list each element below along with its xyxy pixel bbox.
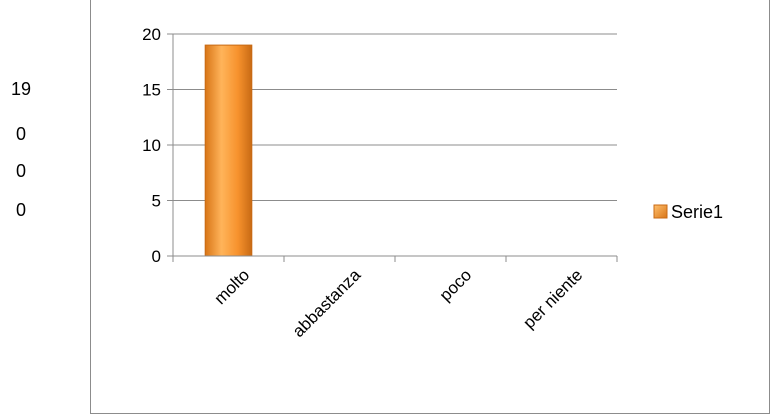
side-value: 0 <box>15 124 26 144</box>
y-tick-label: 20 <box>142 25 161 44</box>
y-tick-label: 5 <box>152 192 161 211</box>
bar-molto <box>204 44 253 257</box>
side-value: 0 <box>15 200 26 220</box>
x-tick-label: per niente <box>519 265 586 332</box>
side-values-column: 19 0 0 0 <box>0 0 60 419</box>
x-tick-label: molto <box>210 265 253 308</box>
y-tick-label: 15 <box>142 81 161 100</box>
legend-label-serie1: Serie1 <box>671 202 723 222</box>
chart-frame <box>90 0 770 414</box>
side-value: 19 <box>10 79 32 99</box>
y-tick-label: 0 <box>152 247 161 266</box>
side-value: 0 <box>15 161 26 181</box>
legend-swatch <box>653 204 668 219</box>
x-tick-label: abbastanza <box>289 265 365 341</box>
x-tick-label: poco <box>436 265 476 305</box>
y-tick-label: 10 <box>142 136 161 155</box>
